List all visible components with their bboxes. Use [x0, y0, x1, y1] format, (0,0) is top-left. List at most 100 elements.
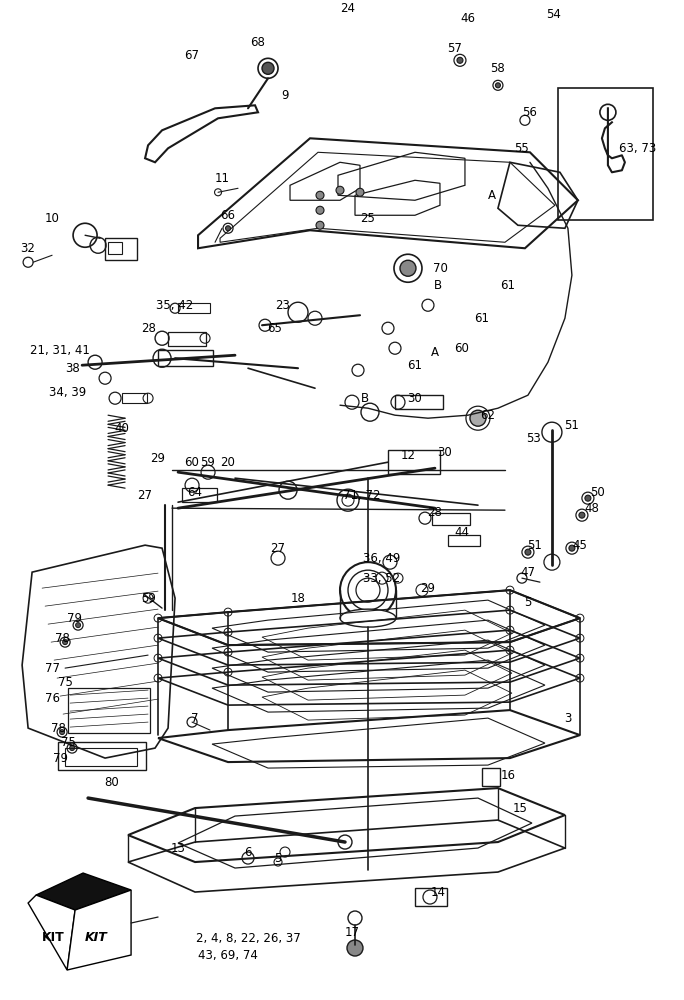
Text: 20: 20 [221, 456, 235, 469]
Bar [158, 350, 213, 366]
Text: 59: 59 [200, 456, 215, 469]
Text: B: B [361, 392, 369, 405]
Text: 46: 46 [460, 12, 475, 25]
Text: 80: 80 [105, 776, 120, 789]
Text: 7: 7 [192, 712, 199, 725]
Text: 10: 10 [44, 212, 60, 225]
Circle shape [226, 226, 231, 231]
Text: 3: 3 [564, 712, 572, 725]
Text: 68: 68 [250, 36, 265, 49]
Text: 75: 75 [61, 736, 75, 749]
Polygon shape [67, 890, 131, 970]
Polygon shape [28, 895, 75, 970]
Text: 17: 17 [345, 926, 360, 939]
Circle shape [585, 495, 591, 501]
Text: 54: 54 [547, 8, 562, 21]
Bar [68, 688, 150, 733]
Ellipse shape [340, 609, 396, 627]
Text: 16: 16 [501, 769, 516, 782]
Text: KIT: KIT [42, 931, 64, 944]
Bar [388, 450, 440, 474]
Text: 78: 78 [51, 722, 66, 735]
Bar [105, 238, 137, 260]
Text: 78: 78 [55, 632, 70, 645]
Bar [432, 513, 470, 525]
Text: 15: 15 [512, 802, 527, 815]
Text: 25: 25 [360, 212, 376, 225]
Text: 27: 27 [137, 489, 153, 502]
Text: 62: 62 [480, 409, 495, 422]
Text: 18: 18 [291, 592, 306, 605]
Bar [448, 535, 480, 546]
Bar [395, 395, 443, 409]
Text: 28: 28 [428, 506, 443, 519]
Text: 76: 76 [44, 692, 60, 705]
Text: 12: 12 [400, 449, 415, 462]
Bar [178, 303, 210, 313]
Text: 14: 14 [430, 886, 445, 899]
Text: 47: 47 [521, 566, 536, 579]
Text: 58: 58 [490, 62, 505, 75]
Text: 27: 27 [270, 542, 285, 555]
Text: 60: 60 [185, 456, 200, 469]
Text: 6: 6 [244, 846, 252, 859]
Text: 65: 65 [267, 322, 282, 335]
Circle shape [76, 623, 81, 628]
Text: 66: 66 [220, 209, 235, 222]
Text: B: B [434, 279, 442, 292]
Bar [122, 393, 147, 403]
Text: 60: 60 [455, 342, 469, 355]
Text: 59: 59 [141, 592, 155, 605]
Text: 67: 67 [185, 49, 200, 62]
Text: 29: 29 [421, 582, 436, 595]
Text: 28: 28 [141, 322, 155, 335]
Text: A: A [488, 189, 496, 202]
Text: 48: 48 [584, 502, 599, 515]
Text: 2, 4, 8, 22, 26, 37: 2, 4, 8, 22, 26, 37 [196, 932, 300, 945]
Circle shape [70, 746, 75, 751]
Circle shape [316, 191, 324, 199]
Circle shape [569, 545, 575, 551]
Text: A: A [431, 346, 439, 359]
Circle shape [60, 730, 64, 735]
Circle shape [457, 57, 463, 63]
Text: 71, 72: 71, 72 [343, 489, 381, 502]
Bar [58, 742, 146, 770]
Text: 61: 61 [501, 279, 516, 292]
Text: 36, 49: 36, 49 [363, 552, 401, 565]
Bar [182, 488, 217, 502]
Circle shape [262, 62, 274, 74]
Text: 61: 61 [475, 312, 490, 325]
Bar [108, 242, 122, 254]
Bar [168, 332, 206, 346]
Text: 32: 32 [21, 242, 36, 255]
Text: 40: 40 [115, 422, 129, 435]
Text: 50: 50 [590, 486, 605, 499]
Text: 57: 57 [447, 42, 462, 55]
Text: KIT: KIT [85, 931, 107, 944]
Text: 24: 24 [341, 2, 356, 15]
Text: 55: 55 [514, 142, 529, 155]
Circle shape [347, 940, 363, 956]
Text: 53: 53 [527, 432, 541, 445]
Text: 79: 79 [53, 752, 68, 765]
Text: 33, 52: 33, 52 [363, 572, 401, 585]
Bar [482, 768, 500, 786]
Circle shape [525, 549, 531, 555]
Text: 61: 61 [408, 359, 423, 372]
Circle shape [400, 260, 416, 276]
Text: 9: 9 [281, 89, 289, 102]
Text: 29: 29 [150, 452, 166, 465]
Text: 13: 13 [170, 842, 185, 855]
Bar [558, 88, 653, 220]
Text: 64: 64 [187, 486, 202, 499]
Text: 5: 5 [524, 596, 531, 609]
Text: 79: 79 [66, 612, 81, 625]
Text: 35, 42: 35, 42 [157, 299, 194, 312]
Circle shape [336, 186, 344, 194]
Text: 51: 51 [527, 539, 542, 552]
Text: 5: 5 [274, 852, 282, 865]
Text: 34, 39: 34, 39 [49, 386, 87, 399]
Circle shape [356, 188, 364, 196]
Text: 56: 56 [523, 106, 538, 119]
